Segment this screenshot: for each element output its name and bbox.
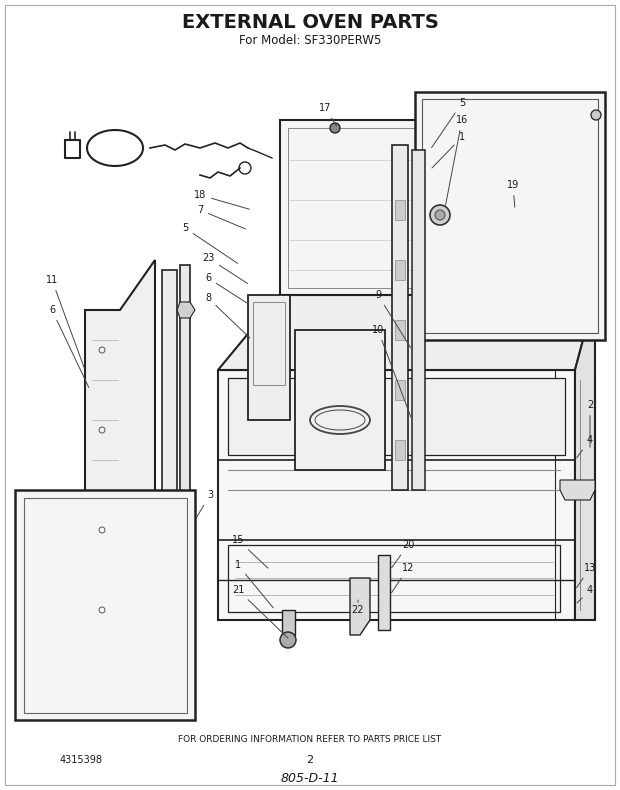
Circle shape (330, 123, 340, 133)
Text: 20: 20 (392, 540, 414, 568)
Circle shape (435, 210, 445, 220)
Text: 11: 11 (46, 275, 84, 367)
Circle shape (280, 632, 296, 648)
Text: For Model: SF330PERW5: For Model: SF330PERW5 (239, 33, 381, 47)
Text: 4: 4 (577, 435, 593, 457)
Text: 2: 2 (306, 755, 314, 765)
Polygon shape (177, 562, 195, 578)
Polygon shape (280, 120, 595, 295)
Polygon shape (575, 295, 595, 620)
Polygon shape (282, 610, 295, 635)
Text: 3: 3 (197, 490, 213, 517)
Polygon shape (395, 380, 405, 400)
Polygon shape (395, 440, 405, 460)
Polygon shape (295, 330, 385, 470)
Text: 19: 19 (507, 180, 519, 207)
Text: 4: 4 (577, 585, 593, 603)
Text: 2: 2 (587, 400, 593, 447)
Text: EXTERNAL OVEN PARTS: EXTERNAL OVEN PARTS (182, 13, 438, 32)
Text: 15: 15 (232, 535, 268, 568)
Text: 7: 7 (197, 205, 246, 229)
Text: 22: 22 (352, 600, 365, 615)
Text: 23: 23 (202, 253, 247, 284)
Polygon shape (395, 320, 405, 340)
Text: 5: 5 (182, 223, 237, 263)
Text: 1: 1 (235, 560, 273, 608)
Text: 18: 18 (194, 190, 249, 209)
Polygon shape (180, 265, 190, 640)
Text: FOR ORDERING INFORMATION REFER TO PARTS PRICE LIST: FOR ORDERING INFORMATION REFER TO PARTS … (179, 735, 441, 744)
Text: 10: 10 (372, 325, 411, 417)
Text: 9: 9 (375, 290, 410, 348)
Text: 17: 17 (319, 103, 337, 126)
Polygon shape (228, 378, 565, 455)
Polygon shape (560, 480, 595, 500)
Polygon shape (218, 370, 575, 620)
Circle shape (430, 205, 450, 225)
Text: 6: 6 (205, 273, 247, 303)
Text: 1: 1 (432, 132, 465, 168)
Polygon shape (395, 200, 405, 220)
Polygon shape (162, 270, 177, 615)
Polygon shape (248, 295, 290, 420)
Polygon shape (85, 260, 155, 630)
Text: 21: 21 (232, 585, 288, 638)
Text: 5: 5 (432, 98, 465, 148)
Polygon shape (412, 150, 425, 490)
Text: 13: 13 (577, 563, 596, 588)
Text: 8: 8 (205, 293, 250, 338)
Polygon shape (177, 302, 195, 318)
Text: 6: 6 (49, 305, 89, 387)
Circle shape (591, 110, 601, 120)
Polygon shape (415, 92, 605, 340)
Text: eReplacementParts.com: eReplacementParts.com (238, 464, 382, 476)
Polygon shape (350, 578, 370, 635)
Text: 4315398: 4315398 (60, 755, 103, 765)
Polygon shape (395, 260, 405, 280)
Polygon shape (218, 295, 595, 370)
Polygon shape (15, 490, 195, 720)
Polygon shape (392, 145, 408, 490)
Text: 16: 16 (446, 115, 468, 205)
Text: 805-D-11: 805-D-11 (281, 772, 339, 784)
Polygon shape (378, 555, 390, 630)
Text: 12: 12 (392, 563, 414, 592)
